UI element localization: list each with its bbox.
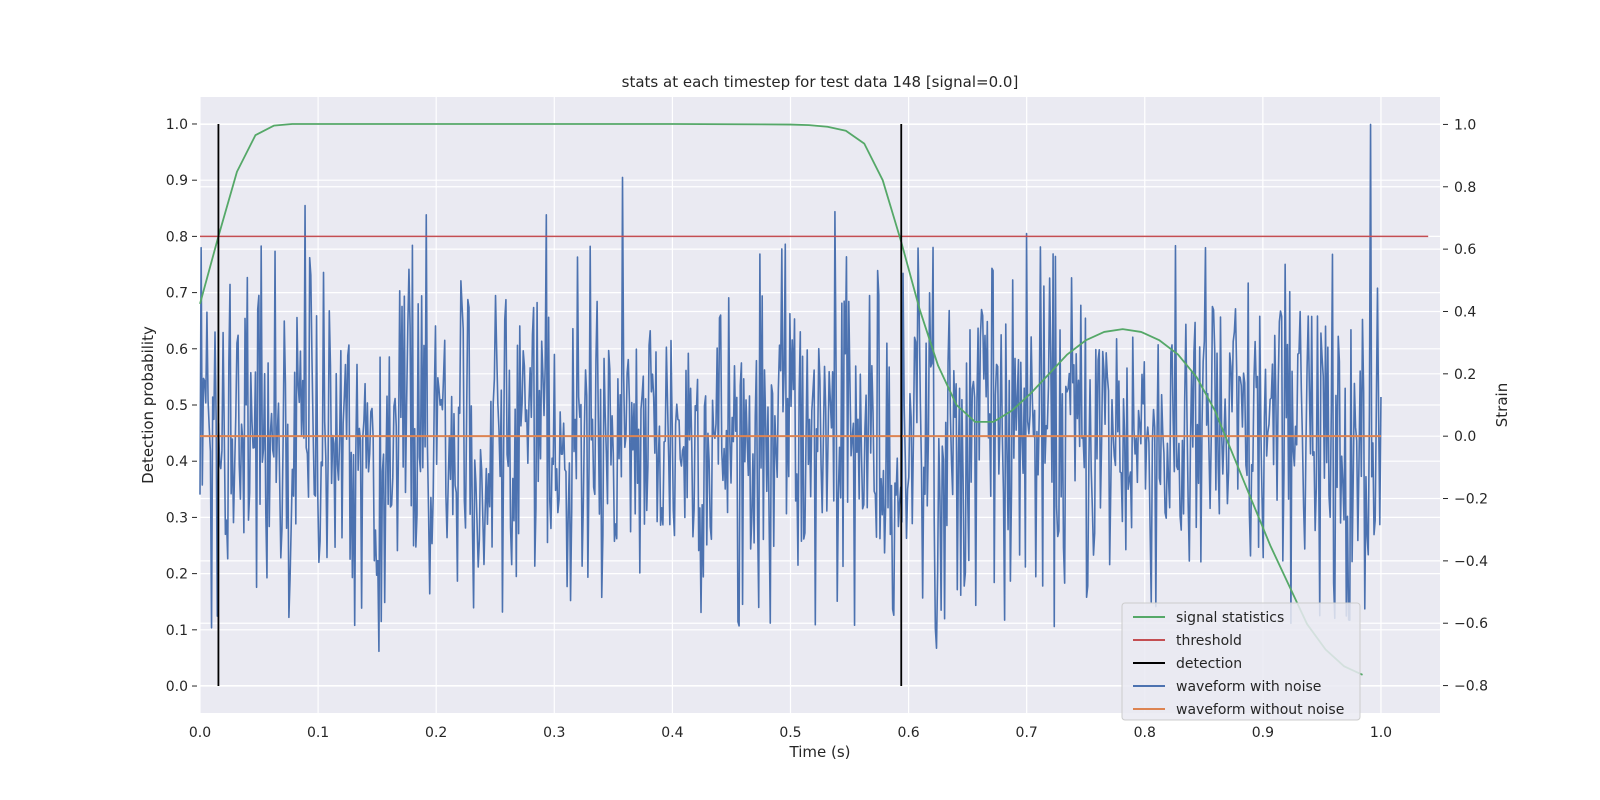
x-tick-label: 0.1 [307,725,329,741]
y-tick-label-left: 0.7 [166,286,188,302]
legend-box [1121,602,1361,721]
data-layer [199,123,1429,687]
y-tick-label-right: −0.6 [1454,616,1488,632]
ticks: 0.0 0.1 0.2 0.3 0.4 0.5 0.6 0.7 0.8 0.9 1.0 0.0 0.1 0… [166,117,1488,741]
series-signal-statistics [199,123,1363,676]
legend-label: waveform without noise [1176,702,1344,718]
legend: signal statistics threshold detection wavef… [1121,602,1361,721]
x-tick-label: 0.9 [1252,725,1274,741]
y-tick-label-right: −0.4 [1454,554,1488,570]
y-tick-label-left: 0.0 [166,679,188,695]
y-tick-label-right: 0.4 [1454,304,1476,320]
x-tick-label: 0.7 [1016,725,1038,741]
x-tick-label: 0.6 [897,725,919,741]
y-tick-label-left: 0.6 [166,342,188,358]
x-tick-label: 0.2 [425,725,447,741]
y-tick-label-left: 0.5 [166,398,188,414]
y-tick-label-right: 0.2 [1454,367,1476,383]
x-tick-label: 0.0 [189,725,211,741]
y-tick-label-left: 0.3 [166,510,188,526]
y-tick-label-right: 0.0 [1454,429,1476,445]
x-tick-label: 1.0 [1370,725,1392,741]
y-tick-label-right: 0.6 [1454,242,1476,258]
legend-label: waveform with noise [1176,679,1321,695]
y-tick-label-left: 0.4 [166,454,188,470]
legend-label: signal statistics [1176,610,1284,626]
y-tick-label-right: −0.8 [1454,679,1488,695]
y-tick-label-left: 0.9 [166,173,188,189]
x-tick-label: 0.5 [779,725,801,741]
chart-title: stats at each timestep for test data 148… [622,73,1019,91]
y-tick-label-right: −0.2 [1454,492,1488,508]
x-axis-label: Time (s) [789,743,851,761]
y-axis-label-left: Detection probability [139,326,157,484]
x-tick-label: 0.8 [1134,725,1156,741]
legend-label: detection [1176,656,1242,672]
x-tick-label: 0.3 [543,725,565,741]
y-tick-label-left: 0.2 [166,567,188,583]
y-tick-label-left: 0.8 [166,229,188,245]
y-tick-label-right: 1.0 [1454,117,1476,133]
y-axis-label-right: Strain [1493,383,1511,427]
series-waveform-with-noise [199,123,1382,653]
y-tick-label-right: 0.8 [1454,180,1476,196]
y-tick-label-left: 0.1 [166,623,188,639]
y-tick-label-left: 1.0 [166,117,188,133]
legend-label: threshold [1176,633,1242,649]
x-tick-label: 0.4 [661,725,683,741]
